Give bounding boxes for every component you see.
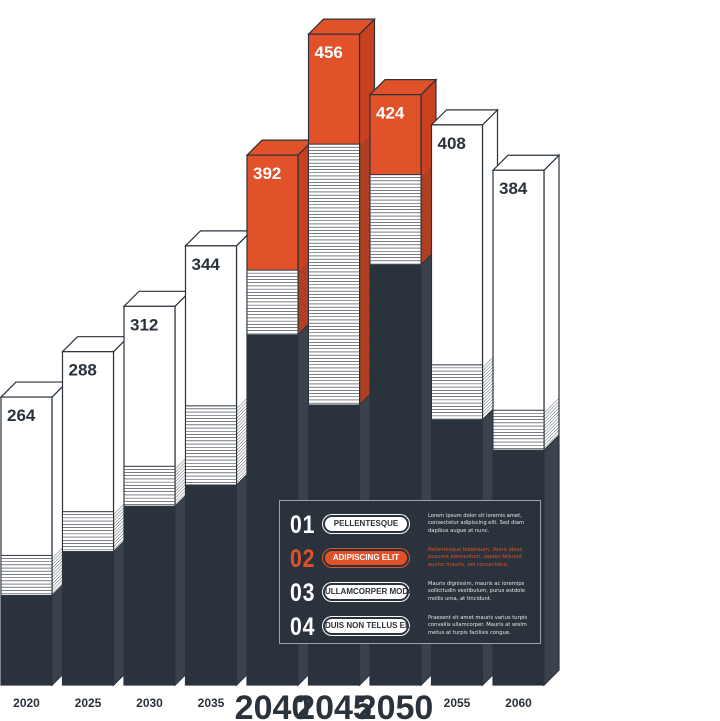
bar-dark-side	[543, 434, 560, 687]
value-label: 392	[253, 164, 281, 183]
legend-description: Praesent sit amet mauris varius turpis c…	[428, 615, 528, 636]
hatch-line-side	[543, 404, 560, 420]
legend-description: Lorem ipsum dolor sit loremis amet, cons…	[428, 513, 525, 534]
tick-label: 2060	[505, 696, 532, 710]
value-label: 312	[130, 315, 158, 334]
legend-label: DUIS NON TELLUS ELIT	[323, 617, 417, 635]
legend-panel: 01 PELLENTESQUE Lorem ipsum dolor sit lo…	[279, 500, 541, 644]
tick-label: 2020	[13, 696, 40, 710]
legend-description: Mauris dignissim, mauris ac loremips sol…	[428, 581, 525, 602]
legend-number: 03	[290, 579, 316, 607]
bar-dark-base	[62, 551, 114, 686]
tick-label: 2045	[296, 689, 372, 721]
bar-dark-base	[123, 505, 176, 686]
bar-hatch	[492, 398, 560, 451]
hatch-line-side	[543, 426, 560, 443]
value-label: 288	[69, 361, 97, 380]
hatch-line-side	[543, 401, 560, 417]
value-label: 424	[376, 104, 405, 123]
bar-dark-base	[0, 594, 53, 686]
bar-2030: 312	[122, 289, 192, 687]
legend-label: PELLENTESQUE	[323, 515, 409, 533]
hatch-line-side	[543, 423, 560, 440]
bar-hatch	[431, 352, 498, 421]
legend-number: 02	[290, 545, 316, 573]
tick-label: 2040	[235, 689, 311, 721]
bar-hatch	[123, 454, 191, 507]
value-label: 384	[499, 179, 528, 198]
bar-2020: 264	[0, 380, 69, 687]
hatch-area	[123, 465, 176, 507]
hatch-line-side	[543, 407, 560, 424]
hatch-line-side	[543, 430, 560, 446]
bar-hatch	[185, 393, 252, 486]
legend-item: 04 DUIS NON TELLUS ELIT Praesent sit ame…	[280, 611, 542, 645]
bar-2060: 384	[491, 153, 561, 687]
bar-2035: 344	[184, 229, 253, 687]
hatch-area	[185, 405, 237, 486]
value-label: 456	[315, 43, 343, 62]
tick-label: 2055	[444, 696, 471, 710]
legend-number: 04	[290, 613, 316, 641]
hatch-line-side	[543, 398, 560, 414]
bar-hatch	[369, 162, 437, 266]
tick-label: 2050	[358, 689, 434, 721]
tick-label: 2025	[75, 696, 102, 710]
legend-label: ADIPISCING ELIT	[323, 549, 409, 567]
hatch-area	[246, 269, 299, 336]
hatch-line-side	[543, 410, 560, 427]
hatch-area	[369, 174, 422, 266]
value-label: 344	[192, 255, 221, 274]
hatch-line-side	[543, 420, 560, 436]
value-label: 264	[7, 406, 36, 425]
hatch-line-side	[543, 433, 560, 449]
legend-description: Pellentesque bibendum, libero idous posu…	[428, 547, 523, 568]
legend-item: 03 ULLAMCORPER MODO Mauris dignissim, ma…	[280, 577, 542, 611]
value-label: 408	[438, 134, 466, 153]
legend-label: ULLAMCORPER MODO	[323, 583, 414, 601]
legend-item: 02 ADIPISCING ELIT Pellentesque bibendum…	[280, 543, 542, 577]
hatch-line-side	[543, 417, 560, 433]
hatch-area	[492, 409, 545, 451]
legend-item: 01 PELLENTESQUE Lorem ipsum dolor sit lo…	[280, 509, 542, 543]
bar-hatch	[62, 499, 129, 553]
legend-number: 01	[290, 511, 316, 539]
bar-dark-base	[185, 484, 237, 686]
hatch-line-side	[543, 414, 560, 430]
tick-label: 2030	[136, 696, 163, 710]
hatch-area	[308, 143, 360, 406]
bar-2025: 288	[61, 335, 130, 687]
hatch-area	[431, 364, 483, 421]
hatch-area	[62, 511, 114, 553]
tick-label: 2035	[198, 696, 225, 710]
